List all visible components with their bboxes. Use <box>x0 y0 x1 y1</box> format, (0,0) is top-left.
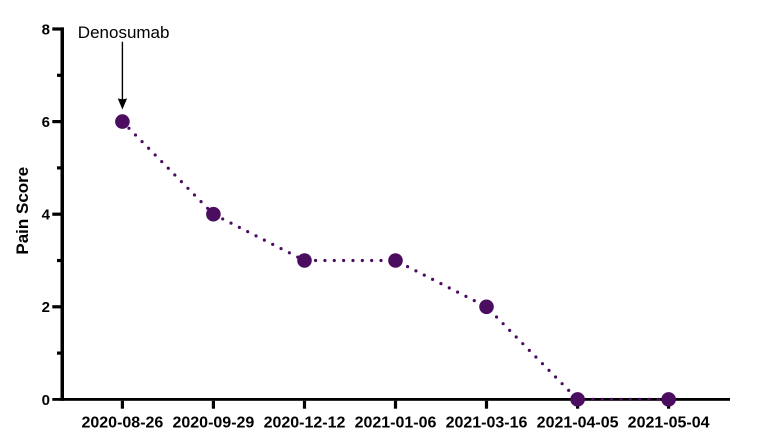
svg-text:Pain Score: Pain Score <box>13 167 32 255</box>
svg-text:2021-03-16: 2021-03-16 <box>446 414 528 431</box>
svg-text:0: 0 <box>42 392 50 409</box>
svg-text:2020-12-12: 2020-12-12 <box>264 414 346 431</box>
svg-text:2020-08-26: 2020-08-26 <box>81 414 163 431</box>
svg-text:8: 8 <box>42 21 50 38</box>
svg-text:Denosumab: Denosumab <box>78 23 170 42</box>
svg-text:2: 2 <box>42 299 50 316</box>
svg-text:4: 4 <box>42 207 51 224</box>
svg-text:2021-01-06: 2021-01-06 <box>355 414 437 431</box>
svg-text:2021-05-04: 2021-05-04 <box>628 414 710 431</box>
svg-text:2021-04-05: 2021-04-05 <box>537 414 619 431</box>
svg-text:6: 6 <box>42 114 50 131</box>
svg-text:2020-09-29: 2020-09-29 <box>172 414 254 431</box>
